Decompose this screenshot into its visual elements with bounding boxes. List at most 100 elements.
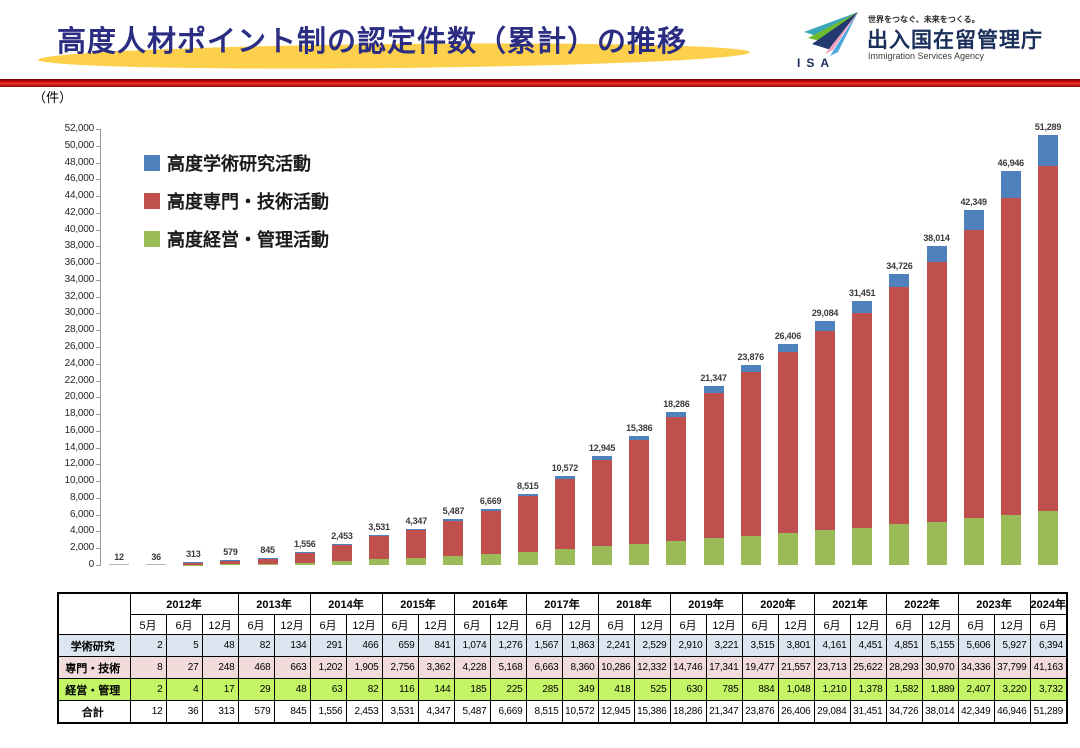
- table-cell: 48: [273, 678, 311, 701]
- bar-segment-経営・管理: [294, 551, 315, 553]
- y-axis-tick-label: 10,000: [64, 475, 95, 487]
- bar-segment-専門・技術: [220, 560, 241, 565]
- bar-segment-専門・技術: [554, 479, 575, 550]
- bar-total-label: 26,406: [774, 330, 802, 341]
- month-header: 6月: [813, 614, 851, 635]
- table-cell: 5,168: [489, 656, 527, 679]
- bar-segment-専門・技術: [183, 562, 204, 565]
- table-cell: 1,863: [561, 634, 599, 657]
- y-axis-tick-mark: [96, 414, 100, 416]
- table-cell: 3,801: [777, 634, 815, 657]
- month-header: 12月: [201, 614, 239, 635]
- table-cell: 1,378: [849, 678, 887, 701]
- data-table: 2012年 2013年 2014年 2015年 2016年 2017年 2018年 2019年…: [57, 592, 1068, 724]
- table-cell: 25,622: [849, 656, 887, 679]
- table-cell: 1,276: [489, 634, 527, 657]
- bar-segment-学術研究: [852, 527, 873, 565]
- bar-segment-経営・管理: [369, 535, 390, 537]
- y-axis-tick-mark: [96, 548, 100, 550]
- bar-total-label: 42,349: [960, 196, 988, 207]
- y-axis-tick-label: 44,000: [64, 190, 95, 202]
- table-cell: 31,451: [849, 700, 887, 724]
- bar-total-label: 3,531: [368, 522, 390, 533]
- month-header: 12月: [777, 614, 815, 635]
- table-cell: 15,386: [633, 700, 671, 724]
- month-header: 12月: [993, 614, 1031, 635]
- table-row: 経営・管理 2 4 17 29 48 63 82 116 144 185 225 285 349 418 52…: [57, 678, 1068, 701]
- y-axis-tick-label: 28,000: [64, 324, 95, 336]
- y-axis-tick-mark: [96, 263, 100, 265]
- table-cell: 27: [165, 656, 203, 679]
- table-cell: 1,048: [777, 678, 815, 701]
- month-header: 6月: [309, 614, 347, 635]
- month-header: 6月: [957, 614, 995, 635]
- table-cell: 34,336: [957, 656, 995, 679]
- y-axis-tick-label: 2,000: [69, 542, 94, 554]
- bar-total-label: 579: [223, 547, 238, 558]
- bar-segment-経営・管理: [480, 509, 501, 511]
- table-cell: 17,341: [705, 656, 743, 679]
- table-cell: 1,889: [921, 678, 959, 701]
- table-cell: 579: [237, 700, 275, 724]
- bar-segment-専門・技術: [517, 495, 538, 552]
- bar-segment-専門・技術: [926, 262, 947, 522]
- table-cell: 30,970: [921, 656, 959, 679]
- bar-segment-専門・技術: [703, 392, 724, 538]
- bar-segment-学術研究: [257, 563, 278, 565]
- table-cell: 29: [237, 678, 275, 701]
- legend-swatch-icon: [144, 155, 160, 171]
- year-header: 2015年: [381, 592, 455, 615]
- y-axis-tick-label: 40,000: [64, 223, 95, 235]
- y-axis-tick-mark: [96, 447, 100, 449]
- bar-segment-経営・管理: [183, 562, 204, 563]
- bar-segment-経営・管理: [406, 528, 427, 530]
- bar-segment-経営・管理: [963, 209, 984, 231]
- table-cell: 2,407: [957, 678, 995, 701]
- bar-segment-専門・技術: [629, 440, 650, 544]
- table-cell: 1,210: [813, 678, 851, 701]
- table-cell: 82: [345, 678, 383, 701]
- table-cell: 1,905: [345, 656, 383, 679]
- legend-label: 高度経営・管理活動: [167, 230, 329, 250]
- bar-segment-学術研究: [629, 543, 650, 565]
- month-header: 12月: [633, 614, 671, 635]
- y-axis-tick-mark: [96, 330, 100, 332]
- y-axis-tick-label: 18,000: [64, 408, 95, 420]
- table-cell: 4: [165, 678, 203, 701]
- y-axis-line: [100, 129, 101, 566]
- table-cell: 2: [129, 678, 167, 701]
- y-axis-tick-label: 0: [88, 559, 95, 570]
- bar-segment-学術研究: [183, 564, 204, 566]
- legend-swatch-icon: [144, 231, 160, 247]
- y-axis-tick-mark: [96, 464, 100, 466]
- table-cell: 28,293: [885, 656, 923, 679]
- year-header: 2018年: [597, 592, 671, 615]
- month-header: 12月: [561, 614, 599, 635]
- bar-total-label: 845: [260, 544, 275, 555]
- bar-segment-学術研究: [369, 559, 390, 565]
- bar-segment-経営・管理: [666, 411, 687, 417]
- table-cell: 313: [201, 700, 239, 724]
- bar-segment-学術研究: [666, 540, 687, 565]
- bar-segment-経営・管理: [1000, 171, 1021, 199]
- table-cell: 144: [417, 678, 455, 701]
- table-cell: 51,289: [1029, 700, 1068, 724]
- y-axis-tick-label: 22,000: [64, 374, 95, 386]
- y-axis-tick-label: 20,000: [64, 391, 95, 403]
- table-cell: 2: [129, 634, 167, 657]
- month-header: 5月: [129, 614, 167, 635]
- table-cell: 3,515: [741, 634, 779, 657]
- bar-segment-経営・管理: [592, 456, 613, 460]
- y-axis-tick-mark: [96, 481, 100, 483]
- bar-total-label: 21,347: [700, 373, 727, 383]
- month-header: 12月: [345, 614, 383, 635]
- bar-total-label: 4,347: [405, 515, 428, 526]
- table-cell: 349: [561, 678, 599, 701]
- table-cell: 663: [273, 656, 311, 679]
- paper-plane-icon: [804, 12, 858, 56]
- y-axis-tick-label: 26,000: [64, 341, 95, 352]
- y-axis-tick-mark: [96, 531, 100, 533]
- y-axis-tick-label: 42,000: [64, 206, 95, 218]
- bar-segment-経営・管理: [517, 493, 538, 496]
- year-header: 2012年: [129, 592, 239, 615]
